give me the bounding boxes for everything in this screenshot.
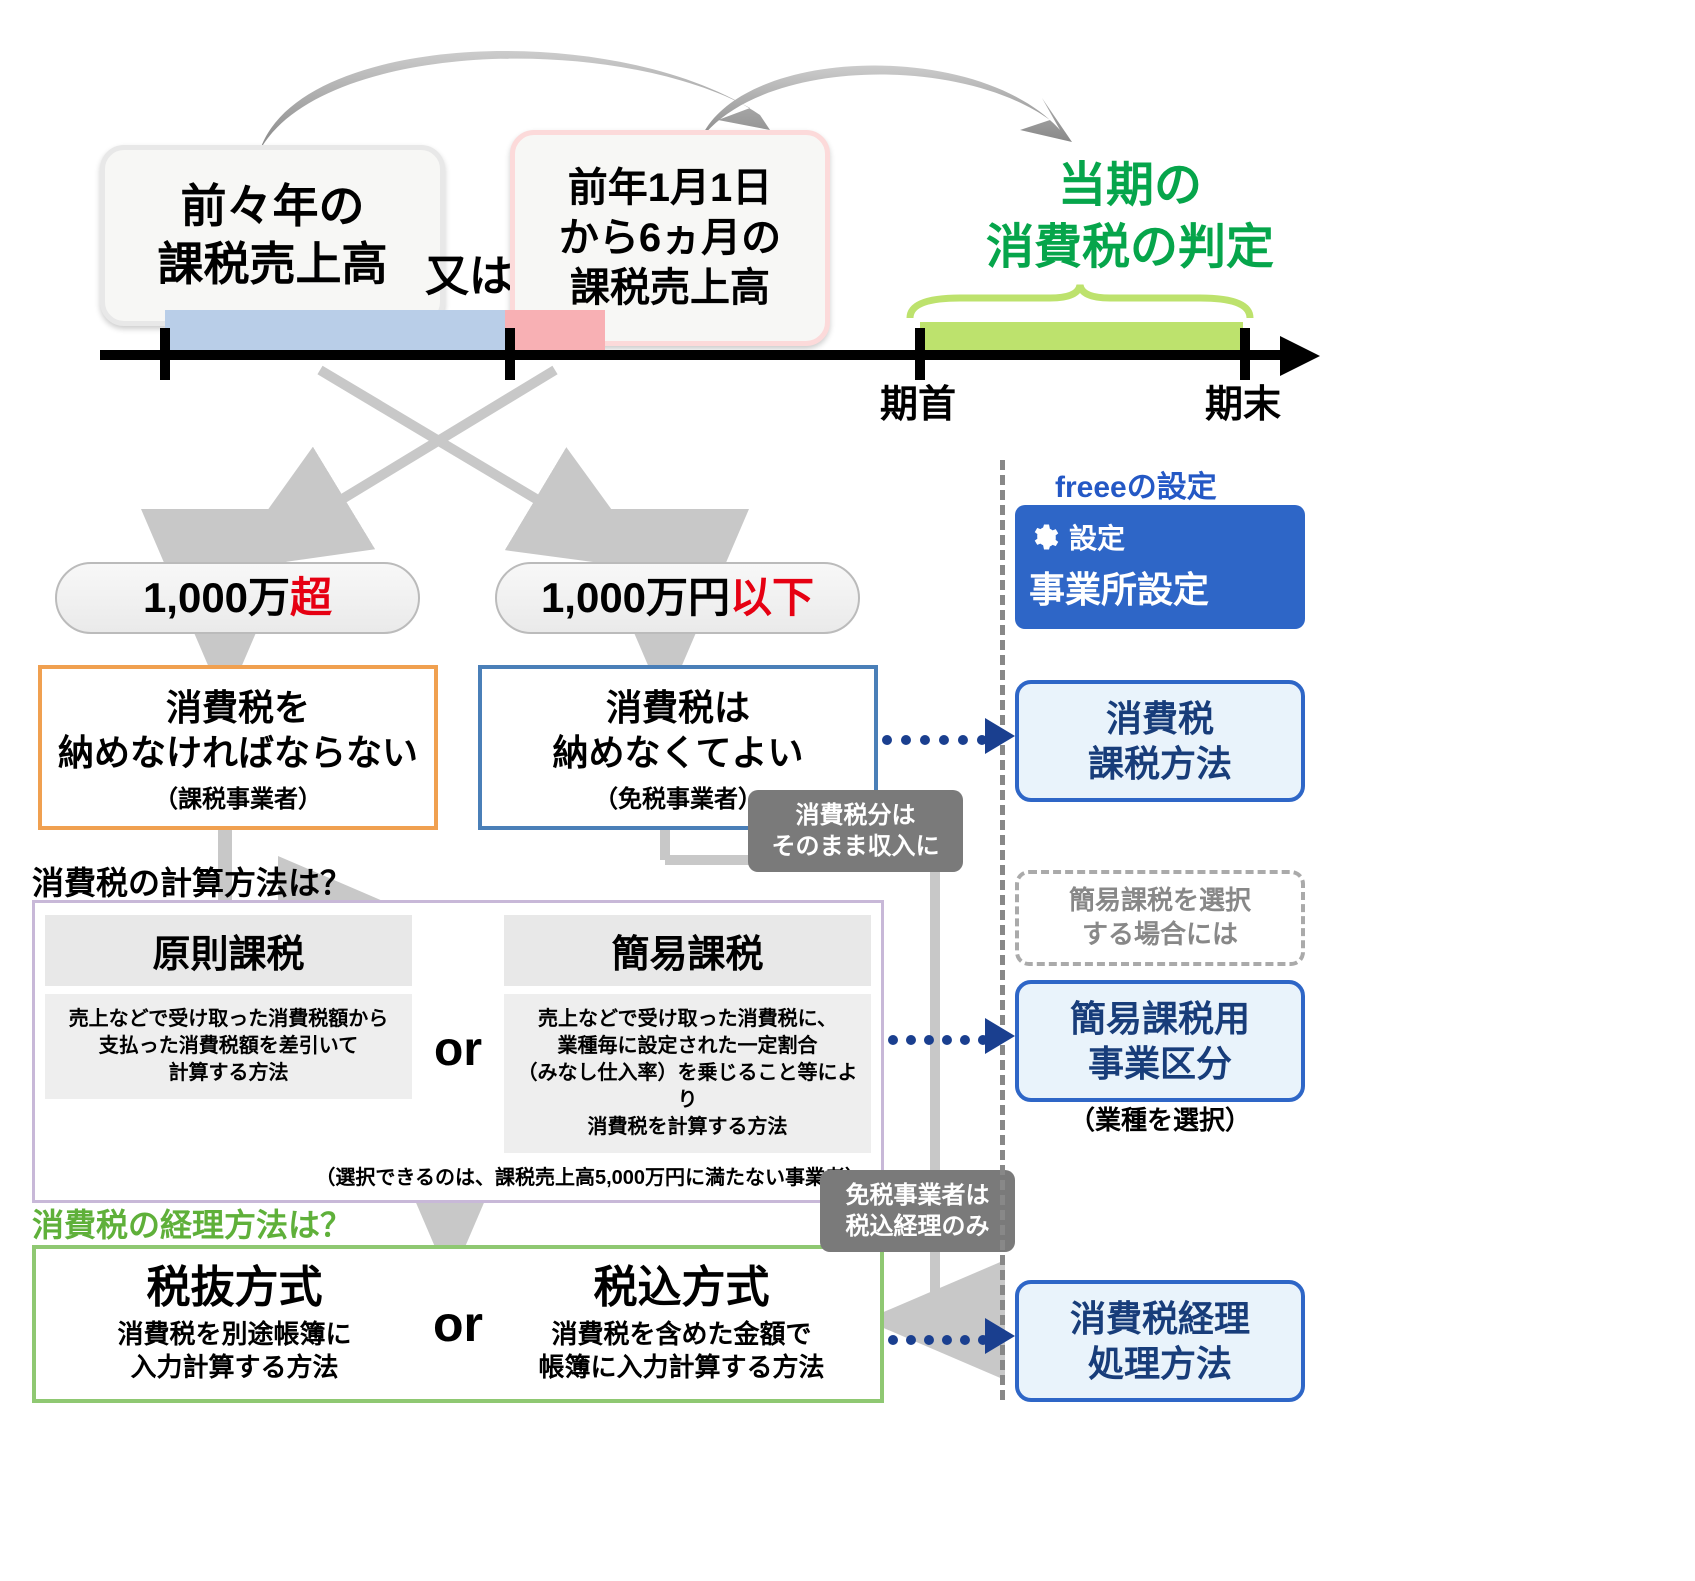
text: 簡易課税を選択 [1069,885,1251,915]
text: 消費税を [52,685,424,730]
label-period-start: 期首 [880,373,956,428]
text: 課税売上高 [141,236,404,294]
text: 設定 [1069,517,1125,557]
label-acct-question: 消費税の経理方法は？ [32,1200,352,1246]
box-calc-methods: 原則課税 売上などで受け取った消費税額から 支払った消費税額を差引いて 計算する… [32,900,884,1203]
tag-income-note: 消費税分は そのまま収入に [748,790,963,872]
current-period-label: 当期の 消費税の判定 [930,155,1330,280]
body: 消費税を含めた金額で 帳簿に入力計算する方法 [493,1318,870,1386]
timeline-axis [100,350,1300,360]
header: 税抜方式 [46,1263,423,1314]
pill-over-10m: 1,000万超 [55,562,420,634]
tag-exempt-acct-note: 免税事業者は 税込経理のみ [820,1170,1015,1252]
timeline-bar-green [920,322,1243,350]
body: 売上などで受け取った消費税に、 業種毎に設定された一定割合 （みなし仕入率）を乗… [504,994,871,1153]
body: 売上などで受け取った消費税額から 支払った消費税額を差引いて 計算する方法 [45,994,412,1099]
text-red: 超 [290,574,332,621]
gear-icon [1029,522,1059,552]
text: 当期の [1058,159,1202,212]
text: 課税方法 [1088,743,1232,784]
text: 1,000万 [143,574,290,621]
text: 消費税経理 [1070,1298,1250,1339]
label-period-end: 期末 [1205,373,1281,428]
label-calc-question: 消費税の計算方法は？ [32,858,352,904]
dotted-arrowhead [985,718,1015,754]
dotted-arrowhead [985,1318,1015,1354]
text: 消費税 [1106,698,1214,739]
text: 簡易課税用 [1070,998,1250,1039]
col-principle-tax: 原則課税 売上などで受け取った消費税額から 支払った消費税額を差引いて 計算する… [45,915,412,1099]
text: 1,000万円 [541,574,730,621]
body: 消費税を別途帳簿に 入力計算する方法 [46,1318,423,1386]
col-tax-included: 税込方式 消費税を含めた金額で 帳簿に入力計算する方法 [493,1263,870,1385]
diagram-canvas: 前々年の 課税売上高 又は 前年1月1日 から6ヵ月の 課税売上高 当期の 消費… [0,0,1695,1581]
tick [505,328,515,380]
text: 事業区分 [1088,1043,1232,1084]
text: する場合には [1082,919,1238,949]
timeline-arrowhead [1280,336,1320,376]
text: 納めなくてよい [492,730,864,775]
text: 課税売上高 [551,263,789,313]
brace-icon [900,283,1260,323]
card-accounting-method: 消費税経理 処理方法 [1015,1280,1305,1402]
pill-under-10m: 1,000万円以下 [495,562,860,634]
text: 消費税は [492,685,864,730]
card-prev-prev-year: 前々年の 課税売上高 [100,145,445,326]
timeline-bar-pink [505,310,605,350]
tick [160,328,170,380]
or-label: 又は [425,240,513,304]
text: から6ヵ月の [551,213,789,263]
box-taxable-business: 消費税を 納めなければならない （課税事業者） [38,665,438,830]
text: 免税事業者は 税込経理のみ [846,1182,990,1240]
divider-vertical [1000,460,1005,1400]
text: 納めなければならない [52,730,424,775]
card-business-category-sub: （業種を選択） [1015,1100,1305,1137]
header: 税込方式 [493,1263,870,1314]
dotted-arrow [882,735,987,745]
text: 事業所設定 [1029,561,1291,613]
text: 処理方法 [1088,1343,1232,1384]
text: 前年1月1日 [551,163,789,213]
col-simplified-tax: 簡易課税 売上などで受け取った消費税に、 業種毎に設定された一定割合 （みなし仕… [504,915,871,1153]
text-red: 以下 [730,574,814,621]
freee-header: freeeの設定 [1055,462,1217,506]
text: 前々年の [141,178,404,236]
dotted-arrow [888,1335,988,1345]
card-tax-method: 消費税 課税方法 [1015,680,1305,802]
box-accounting-methods: 税抜方式 消費税を別途帳簿に 入力計算する方法 or 税込方式 消費税を含めた金… [32,1245,884,1403]
or-label: or [428,1022,488,1077]
dotted-arrowhead [985,1018,1015,1054]
card-business-category: 簡易課税用 事業区分 [1015,980,1305,1102]
dotted-arrow [888,1035,988,1045]
calc-note: （選択できるのは、課税売上高5,000万円に満たない事業者） [45,1153,871,1192]
text: 消費税の判定 [986,221,1274,274]
text: （課税事業者） [52,779,424,814]
text: 消費税分は そのまま収入に [772,802,940,860]
freee-settings-box: 設定 事業所設定 [1015,505,1305,629]
or-label: or [433,1295,483,1353]
header: 原則課税 [45,915,412,986]
header: 簡易課税 [504,915,871,986]
card-simplified-note: 簡易課税を選択 する場合には [1015,870,1305,966]
col-tax-excluded: 税抜方式 消費税を別途帳簿に 入力計算する方法 [46,1263,423,1385]
timeline-bar-blue [165,310,505,350]
